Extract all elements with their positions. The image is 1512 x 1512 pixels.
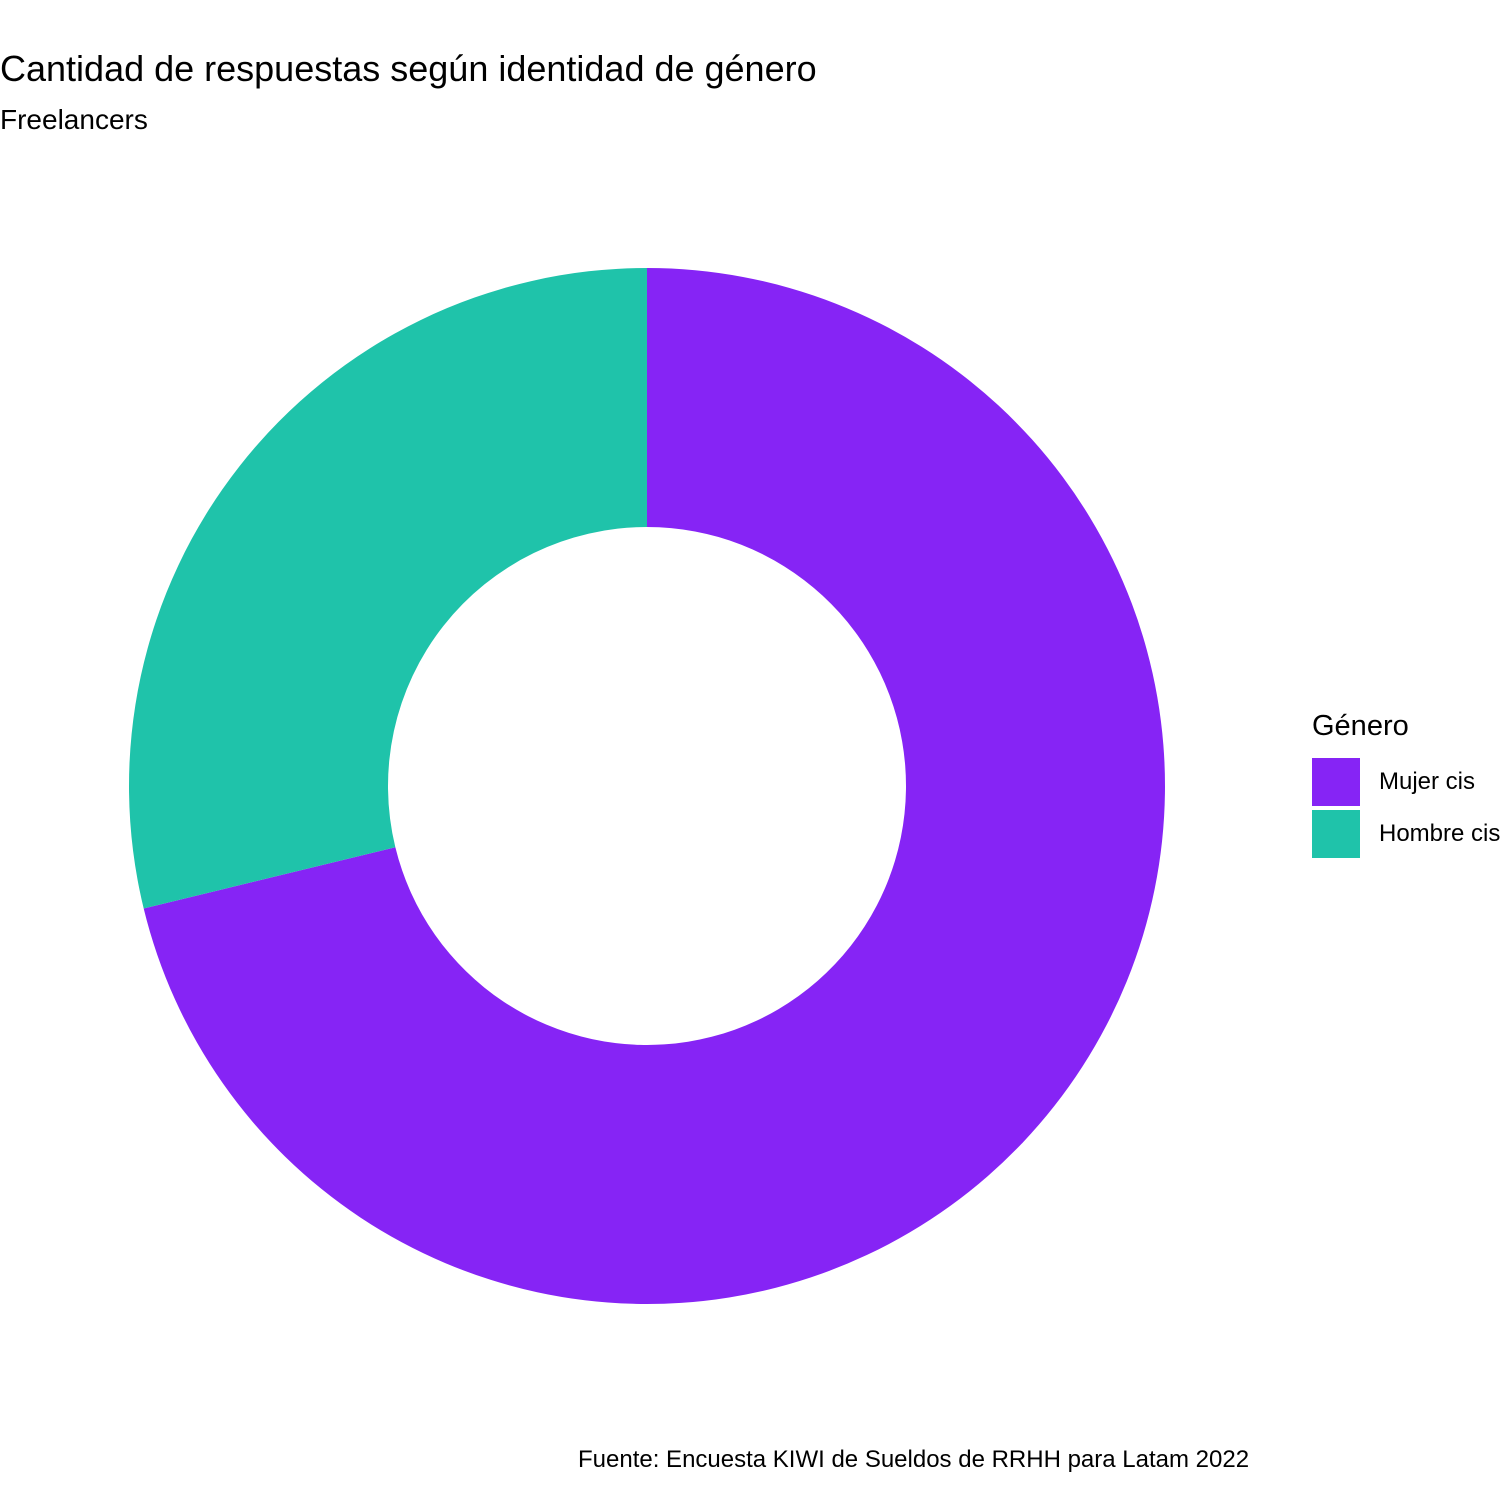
legend: Género Mujer cis Hombre cis	[1312, 710, 1500, 861]
legend-swatch-hombre-cis	[1312, 810, 1360, 858]
chart-title: Cantidad de respuestas según identidad d…	[0, 48, 817, 89]
chart-subtitle: Freelancers	[0, 104, 148, 135]
legend-title: Género	[1312, 710, 1409, 742]
legend-swatch-mujer-cis	[1312, 758, 1360, 806]
legend-item-mujer-cis: Mujer cis	[1312, 757, 1500, 807]
legend-item-hombre-cis: Hombre cis	[1312, 809, 1500, 859]
legend-label-mujer-cis: Mujer cis	[1379, 768, 1476, 795]
donut-slice-mujer-cis	[143, 268, 1165, 1304]
chart-caption: Fuente: Encuesta KIWI de Sueldos de RRHH…	[578, 1446, 1250, 1473]
donut-slice-hombre-cis	[128, 267, 647, 909]
legend-label-hombre-cis: Hombre cis	[1379, 820, 1501, 847]
